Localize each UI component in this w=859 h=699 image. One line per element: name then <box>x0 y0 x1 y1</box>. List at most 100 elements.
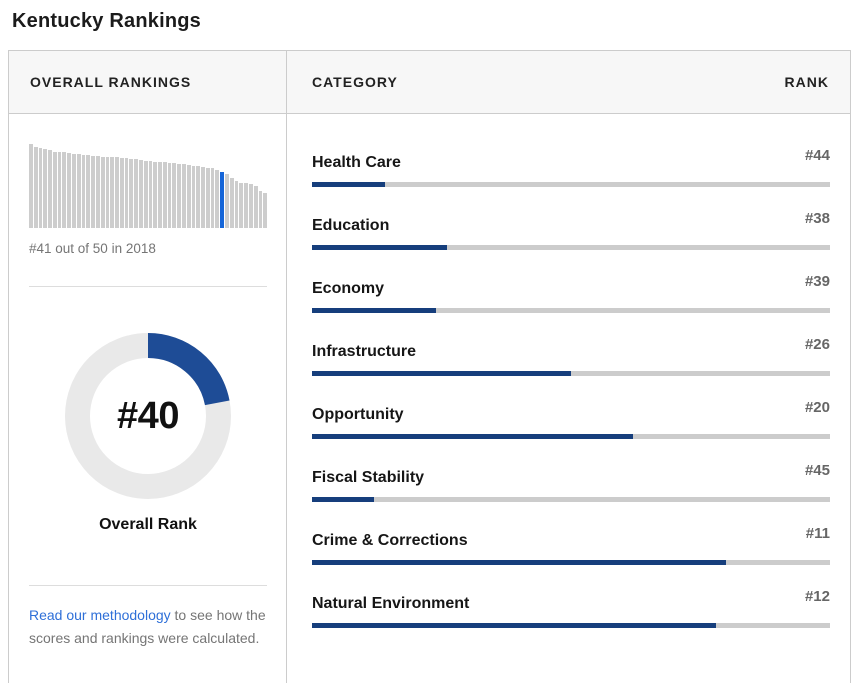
overall-rank-label: Overall Rank <box>99 516 197 533</box>
category-row: Education #38 <box>312 210 830 250</box>
category-row: Fiscal Stability #45 <box>312 462 830 502</box>
distribution-bar <box>148 160 153 228</box>
category-header: CATEGORY <box>312 74 398 90</box>
rank-bar-track <box>312 560 830 565</box>
distribution-bar <box>86 154 91 228</box>
distribution-bar <box>215 170 220 228</box>
category-row: Opportunity #20 <box>312 399 830 439</box>
donut-gauge-svg <box>65 333 231 499</box>
distribution-bar <box>239 182 244 228</box>
rank-bar-fill <box>312 245 447 250</box>
distribution-bar <box>124 158 129 228</box>
distribution-bar <box>76 154 81 228</box>
distribution-bar <box>105 156 110 228</box>
distribution-bar <box>158 161 162 228</box>
distribution-bar <box>115 157 119 228</box>
category-rank: #45 <box>804 462 830 479</box>
category-rank: #26 <box>804 336 830 353</box>
distribution-bar <box>100 156 105 228</box>
overall-rankings-header: OVERALL RANKINGS <box>30 74 192 90</box>
rank-bar-track <box>312 371 830 376</box>
distribution-bar <box>177 164 181 228</box>
methodology-note: Read our methodology to see how the scor… <box>29 604 267 650</box>
rank-bar-track <box>312 434 830 439</box>
rank-bar-fill <box>312 560 727 565</box>
category-label: Education <box>312 217 390 234</box>
category-label: Natural Environment <box>312 595 470 612</box>
distribution-bar <box>143 160 148 228</box>
overall-rank-donut: #40 <box>65 333 231 499</box>
category-rank: #11 <box>805 525 830 542</box>
distribution-bar <box>29 144 33 228</box>
category-row-head: Economy #39 <box>312 273 830 298</box>
rank-bar-track <box>312 245 830 250</box>
distribution-bar <box>153 161 158 228</box>
rank-bar-fill <box>312 182 385 187</box>
distribution-bar <box>248 184 253 228</box>
distribution-bar <box>52 151 57 228</box>
distribution-bar <box>225 174 229 228</box>
category-rank: #44 <box>804 147 830 164</box>
rank-bar-track <box>312 497 830 502</box>
category-rank: #12 <box>804 588 830 605</box>
category-row-head: Health Care #44 <box>312 147 830 172</box>
category-rank: #39 <box>804 273 830 290</box>
page-title: Kentucky Rankings <box>12 10 202 32</box>
distribution-bar <box>33 146 38 228</box>
distribution-bar <box>191 165 196 228</box>
distribution-bar <box>134 159 138 228</box>
distribution-bar <box>210 168 215 228</box>
distribution-bar <box>110 157 115 228</box>
category-header-cell: CATEGORY RANK <box>287 51 850 113</box>
distribution-bar <box>244 183 248 228</box>
methodology-text: to see how the scores and rankings were … <box>29 607 266 646</box>
distribution-bar <box>201 166 205 228</box>
distribution-bar <box>138 159 143 228</box>
overall-rankings-column: #41 out of 50 in 2018 #40 Overall Rank R… <box>9 114 287 683</box>
distribution-bar <box>229 177 234 228</box>
distribution-bar <box>162 162 167 228</box>
category-row: Crime & Corrections #11 <box>312 525 830 565</box>
distribution-bar <box>253 186 258 228</box>
category-label: Economy <box>312 280 385 297</box>
category-row-head: Crime & Corrections #11 <box>312 525 830 550</box>
distribution-bar <box>196 165 201 228</box>
category-row: Health Care #44 <box>312 147 830 187</box>
category-row: Infrastructure #26 <box>312 336 830 376</box>
category-row-head: Education #38 <box>312 210 830 235</box>
category-rank-list: Health Care #44 Education #38 Economy #39 Infr… <box>287 114 850 683</box>
rank-bar-fill <box>312 308 437 313</box>
distribution-bar <box>62 152 67 228</box>
category-label: Opportunity <box>312 406 404 423</box>
distribution-bar <box>129 159 134 228</box>
category-label: Health Care <box>312 154 401 171</box>
distribution-bar <box>57 152 62 228</box>
rank-bar-fill <box>312 434 634 439</box>
rank-header: RANK <box>784 74 829 90</box>
category-rank: #20 <box>804 399 830 416</box>
rank-bar-fill <box>312 623 717 628</box>
distribution-caption: #41 out of 50 in 2018 <box>29 241 156 256</box>
methodology-link[interactable]: Read our methodology <box>29 607 171 623</box>
divider <box>29 286 267 287</box>
distribution-bar <box>48 149 52 228</box>
rankings-panel: OVERALL RANKINGS CATEGORY RANK #41 out o… <box>8 50 851 683</box>
rank-bar-track <box>312 182 830 187</box>
rank-bar-fill <box>312 371 571 376</box>
distribution-bar <box>263 192 268 228</box>
distribution-bar <box>182 164 186 228</box>
rank-bar-fill <box>312 497 375 502</box>
distribution-bar <box>91 155 95 228</box>
distribution-bar-highlighted <box>220 171 225 228</box>
table-header-row: OVERALL RANKINGS CATEGORY RANK <box>9 51 850 114</box>
category-row-head: Natural Environment #12 <box>312 588 830 613</box>
category-row: Natural Environment #12 <box>312 588 830 628</box>
distribution-bar <box>95 155 100 228</box>
distribution-bar <box>38 148 43 228</box>
category-label: Crime & Corrections <box>312 532 468 549</box>
category-rank: #38 <box>804 210 830 227</box>
category-row-head: Opportunity #20 <box>312 399 830 424</box>
rank-bar-track <box>312 623 830 628</box>
distribution-bar <box>172 163 177 228</box>
distribution-bar <box>81 154 86 228</box>
